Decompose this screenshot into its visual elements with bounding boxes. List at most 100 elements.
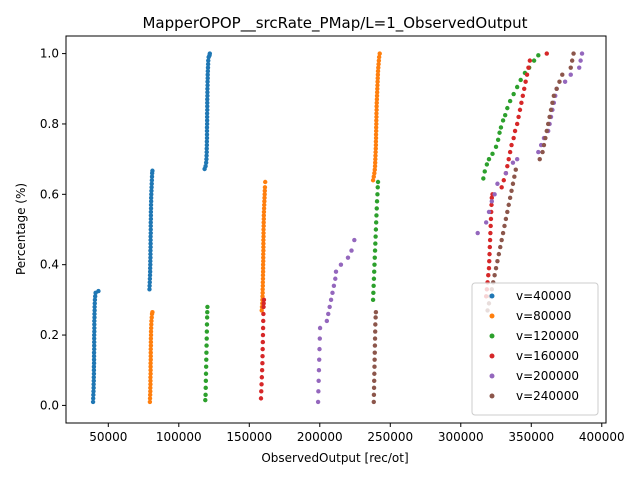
data-point — [149, 318, 154, 324]
data-point — [557, 79, 562, 84]
data-point — [148, 230, 153, 236]
data-point — [92, 301, 97, 306]
data-point — [205, 86, 210, 91]
data-point — [260, 332, 266, 338]
data-point — [370, 178, 376, 183]
data-point — [317, 357, 322, 362]
data-point — [481, 176, 486, 181]
data-point — [374, 206, 379, 211]
data-point — [495, 137, 501, 142]
data-point — [148, 336, 154, 341]
data-point — [262, 188, 267, 193]
data-point — [527, 58, 533, 63]
data-point — [91, 382, 96, 387]
data-point — [259, 389, 264, 394]
data-point — [373, 156, 378, 162]
data-point — [259, 368, 265, 373]
data-point — [205, 93, 210, 99]
data-point — [91, 389, 96, 394]
data-point — [375, 83, 380, 88]
data-point — [482, 169, 487, 174]
data-point — [148, 202, 154, 208]
data-point — [554, 86, 559, 91]
data-point — [562, 79, 568, 84]
data-point — [373, 309, 379, 315]
data-point — [148, 199, 154, 204]
data-point — [203, 392, 208, 398]
data-point — [514, 84, 520, 90]
data-point — [541, 142, 547, 148]
data-point — [374, 111, 379, 116]
data-point — [505, 105, 510, 111]
data-point — [150, 168, 155, 173]
data-point — [148, 343, 154, 348]
data-point — [514, 156, 520, 162]
data-point — [373, 132, 379, 137]
data-point — [91, 385, 96, 391]
data-point — [375, 72, 381, 77]
data-point — [205, 100, 210, 106]
data-point — [149, 322, 154, 327]
data-point — [261, 234, 266, 239]
data-point — [500, 118, 506, 123]
data-point — [374, 199, 380, 204]
data-point — [203, 364, 209, 369]
data-point — [148, 378, 153, 383]
data-point — [375, 192, 380, 197]
data-point — [543, 135, 548, 141]
data-point — [374, 121, 379, 127]
data-point — [258, 396, 264, 401]
data-point — [526, 65, 531, 70]
data-point — [147, 266, 153, 271]
data-point — [551, 93, 557, 99]
data-point — [204, 118, 210, 123]
x-tick-label: 150000 — [226, 430, 272, 444]
data-point — [204, 322, 210, 327]
data-point — [260, 353, 265, 359]
data-point — [262, 199, 267, 204]
data-point — [519, 100, 524, 106]
plot-frame — [65, 35, 607, 424]
legend-marker — [489, 353, 495, 359]
data-point — [547, 114, 552, 120]
data-point — [91, 350, 97, 355]
y-tick-label: 0.0 — [40, 398, 59, 412]
data-point — [148, 195, 154, 201]
data-point — [375, 68, 381, 74]
x-tick-label: 200000 — [297, 430, 343, 444]
data-point — [372, 171, 377, 176]
data-point — [148, 213, 154, 218]
data-point — [147, 280, 152, 285]
x-tick-label: 100000 — [156, 430, 202, 444]
data-point — [91, 371, 97, 376]
data-point — [205, 104, 210, 109]
data-point — [204, 114, 210, 120]
data-point — [204, 350, 209, 355]
data-point — [372, 336, 378, 341]
data-point — [204, 343, 209, 348]
data-point — [92, 322, 97, 327]
data-point — [203, 163, 208, 169]
data-point — [147, 283, 152, 288]
x-tick-label: 300000 — [438, 430, 484, 444]
data-point — [203, 160, 209, 165]
data-point — [92, 336, 97, 341]
data-point — [499, 185, 504, 190]
data-point — [503, 171, 509, 176]
data-point — [374, 213, 379, 218]
data-point — [486, 156, 492, 162]
data-point — [147, 396, 153, 401]
data-point — [487, 251, 492, 257]
data-point — [560, 72, 565, 77]
data-point — [505, 209, 510, 215]
legend: v=40000 v=80000 v=120000 v=160000 v=200000 v=… — [471, 282, 599, 416]
data-point — [372, 167, 377, 172]
data-point — [484, 162, 490, 167]
data-point — [261, 220, 266, 225]
y-tick-label: 1.0 — [40, 47, 59, 61]
data-point — [373, 146, 378, 151]
data-point — [92, 311, 97, 317]
data-point — [376, 54, 382, 60]
data-point — [509, 142, 514, 148]
data-point — [204, 315, 210, 320]
